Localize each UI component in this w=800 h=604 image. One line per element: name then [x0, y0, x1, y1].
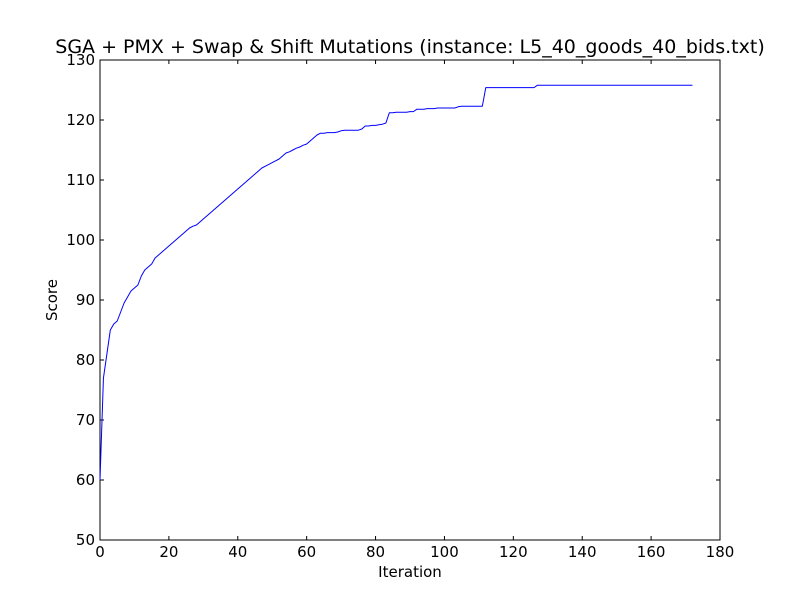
x-tick-label: 20: [159, 543, 178, 561]
y-tick-label: 60: [76, 471, 95, 489]
x-axis: 0 20 40 60 80 100 120 140 160 180: [95, 60, 734, 561]
y-tick-label: 110: [66, 171, 95, 189]
x-tick-label: 180: [706, 543, 735, 561]
x-tick-label: 40: [228, 543, 247, 561]
x-tick-label: 0: [95, 543, 105, 561]
y-tick-label: 130: [66, 51, 95, 69]
y-axis-label: Score: [43, 279, 61, 321]
x-tick-label: 100: [430, 543, 459, 561]
y-tick-label: 70: [76, 411, 95, 429]
x-tick-label: 140: [568, 543, 597, 561]
y-tick-label: 90: [76, 291, 95, 309]
series-line: [99, 84, 693, 481]
plot-area-frame: [99, 59, 721, 541]
x-tick-label: 80: [366, 543, 385, 561]
y-tick-label: 80: [76, 351, 95, 369]
y-tick-label: 50: [76, 531, 95, 549]
x-tick-label: 60: [297, 543, 316, 561]
series-layer: [99, 84, 693, 481]
chart-title: SGA + PMX + Swap & Shift Mutations (inst…: [55, 36, 764, 58]
y-axis: 50 60 70 80 90 100 110 120 130: [66, 51, 720, 549]
y-tick-label: 100: [66, 231, 95, 249]
y-tick-label: 120: [66, 111, 95, 129]
x-axis-label: Iteration: [378, 563, 442, 581]
x-tick-label: 120: [499, 543, 528, 561]
x-tick-label: 160: [637, 543, 666, 561]
